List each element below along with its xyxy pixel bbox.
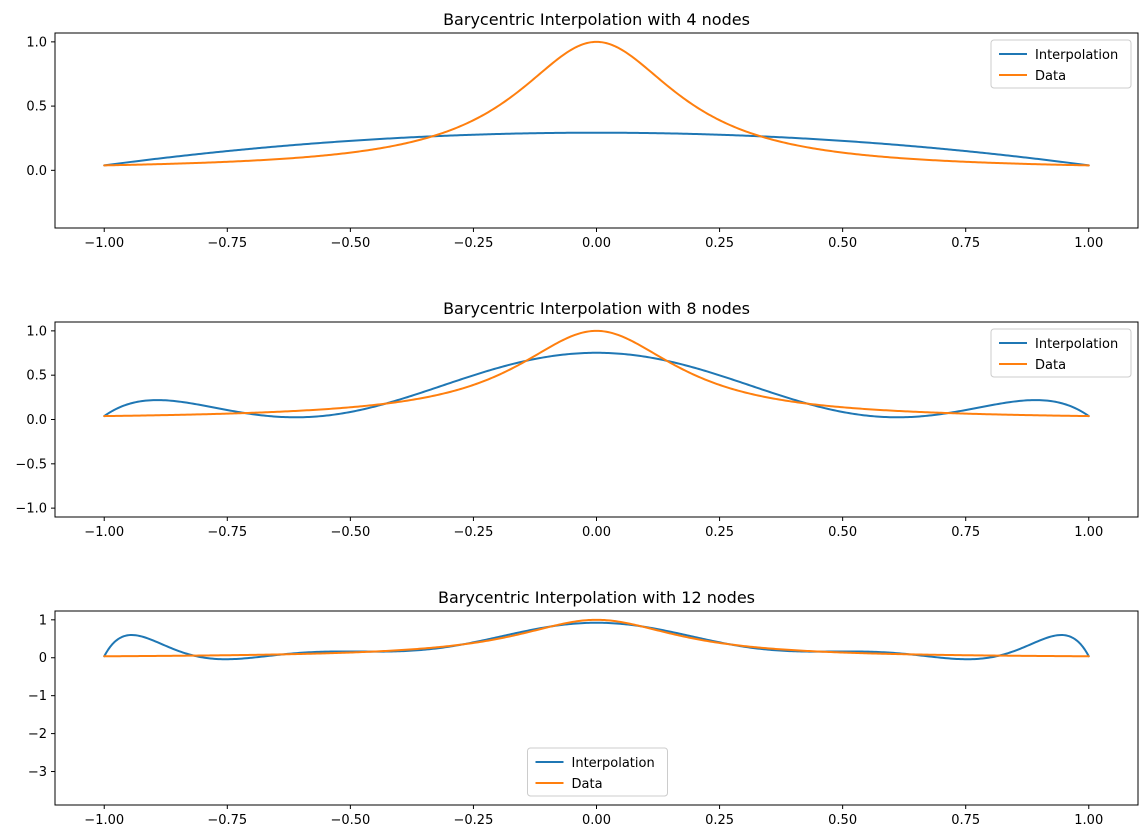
x-tick-label: −0.25 [454, 525, 494, 540]
y-tick-label: −1 [28, 689, 47, 704]
chart-title: Barycentric Interpolation with 4 nodes [443, 10, 750, 29]
axes-frame [54, 321, 1139, 518]
y-tick-label: −2 [28, 727, 47, 742]
chart-title: Barycentric Interpolation with 8 nodes [443, 299, 750, 318]
x-tick-label: 1.00 [1074, 525, 1103, 540]
x-tick-label: −0.50 [330, 525, 370, 540]
legend-label-data: Data [1035, 69, 1066, 84]
legend-label-data: Data [1035, 358, 1066, 373]
x-tick-label: −0.50 [330, 813, 370, 828]
x-tick-label: 0.25 [705, 525, 734, 540]
y-tick-label: 1 [39, 613, 47, 628]
chart-title: Barycentric Interpolation with 12 nodes [438, 588, 755, 607]
y-tick-label: 0 [39, 651, 47, 666]
subplot-4-nodes: Barycentric Interpolation with 4 nodes −… [26, 10, 1139, 251]
y-tick-label: −0.5 [15, 457, 47, 472]
x-tick-label: 0.50 [828, 236, 857, 251]
legend: Interpolation Data [990, 39, 1132, 89]
x-tick-label: −0.25 [454, 236, 494, 251]
y-tick-label: 0.5 [26, 100, 47, 115]
legend-label-data: Data [572, 777, 603, 792]
y-tick-label: 1.0 [26, 324, 47, 339]
legend-label-interpolation: Interpolation [1035, 48, 1118, 63]
x-tick-label: −1.00 [84, 813, 124, 828]
series-line-data [103, 40, 1090, 167]
y-tick-label: 0.0 [26, 164, 47, 179]
x-tick-label: −0.75 [207, 813, 247, 828]
axes-frame [54, 32, 1139, 229]
series-line-interpolation [103, 131, 1090, 167]
y-tick-label: 0.5 [26, 369, 47, 384]
y-tick-label: 0.0 [26, 413, 47, 428]
x-tick-label: 0.50 [828, 813, 857, 828]
subplot-8-nodes: Barycentric Interpolation with 8 nodes −… [15, 299, 1139, 540]
x-tick-label: −1.00 [84, 525, 124, 540]
x-tick-label: 1.00 [1074, 813, 1103, 828]
subplot-12-nodes: Barycentric Interpolation with 12 nodes … [28, 588, 1139, 828]
legend-label-interpolation: Interpolation [1035, 337, 1118, 352]
x-tick-label: 0.00 [582, 813, 611, 828]
series-line-interpolation [103, 351, 1090, 419]
x-tick-label: 0.75 [951, 813, 980, 828]
x-tick-label: −0.25 [454, 813, 494, 828]
x-tick-label: −1.00 [84, 236, 124, 251]
y-tick-label: −1.0 [15, 502, 47, 517]
legend-label-interpolation: Interpolation [572, 756, 655, 771]
legend: Interpolation Data [990, 328, 1132, 378]
x-tick-label: 0.75 [951, 236, 980, 251]
x-tick-label: 0.00 [582, 236, 611, 251]
series-line-data [103, 329, 1090, 418]
x-tick-label: 0.25 [705, 813, 734, 828]
x-tick-label: −0.75 [207, 525, 247, 540]
x-tick-label: −0.75 [207, 236, 247, 251]
y-tick-label: −3 [28, 765, 47, 780]
x-tick-label: 1.00 [1074, 236, 1103, 251]
series-line-interpolation [103, 621, 1090, 661]
series-line-data [103, 618, 1090, 658]
y-tick-label: 1.0 [26, 35, 47, 50]
x-tick-label: 0.50 [828, 525, 857, 540]
legend: Interpolation Data [527, 747, 668, 797]
x-tick-label: −0.50 [330, 236, 370, 251]
x-tick-label: 0.25 [705, 236, 734, 251]
x-tick-label: 0.00 [582, 525, 611, 540]
x-tick-label: 0.75 [951, 525, 980, 540]
